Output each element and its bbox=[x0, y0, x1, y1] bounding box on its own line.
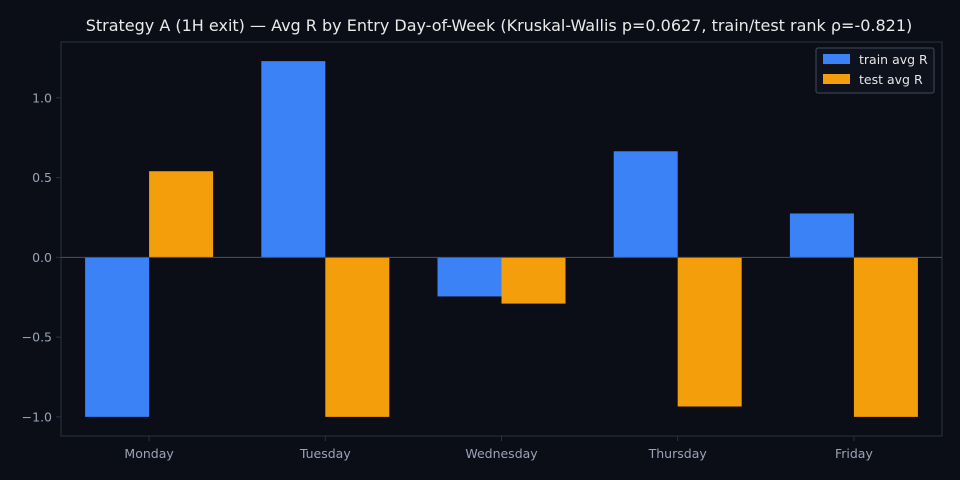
bar-train-thursday bbox=[613, 151, 678, 258]
y-tick-label: −0.5 bbox=[22, 330, 52, 345]
bar-train-tuesday bbox=[261, 61, 326, 258]
x-axis: Monday Tuesday Wednesday Thursday Friday bbox=[124, 436, 873, 461]
chart-title: Strategy A (1H exit) — Avg R by Entry Da… bbox=[86, 16, 913, 35]
y-tick-label: 1.0 bbox=[32, 90, 52, 105]
legend: train avg R test avg R bbox=[815, 47, 935, 94]
y-tick-label: 0.0 bbox=[32, 250, 52, 265]
bar-test-thursday bbox=[677, 257, 742, 407]
y-tick-label: 0.5 bbox=[32, 170, 52, 185]
bar-train-wednesday bbox=[437, 257, 502, 297]
legend-label-train: train avg R bbox=[859, 52, 928, 67]
x-tick-label: Thursday bbox=[648, 446, 708, 461]
legend-swatch-train bbox=[823, 54, 850, 64]
bar-test-wednesday bbox=[501, 257, 566, 304]
y-tick-label: −1.0 bbox=[22, 409, 52, 424]
bars bbox=[85, 61, 918, 417]
bar-test-monday bbox=[149, 171, 214, 258]
bar-train-monday bbox=[85, 257, 150, 417]
legend-label-test: test avg R bbox=[859, 72, 923, 87]
x-tick-label: Friday bbox=[835, 446, 873, 461]
bar-test-tuesday bbox=[325, 257, 390, 417]
x-tick-label: Tuesday bbox=[299, 446, 351, 461]
y-axis: −1.0 −0.5 0.0 0.5 1.0 bbox=[22, 90, 61, 424]
bar-test-friday bbox=[853, 257, 918, 417]
x-tick-label: Wednesday bbox=[465, 446, 538, 461]
bar-train-friday bbox=[789, 213, 854, 258]
x-tick-label: Monday bbox=[124, 446, 174, 461]
legend-swatch-test bbox=[823, 74, 850, 84]
